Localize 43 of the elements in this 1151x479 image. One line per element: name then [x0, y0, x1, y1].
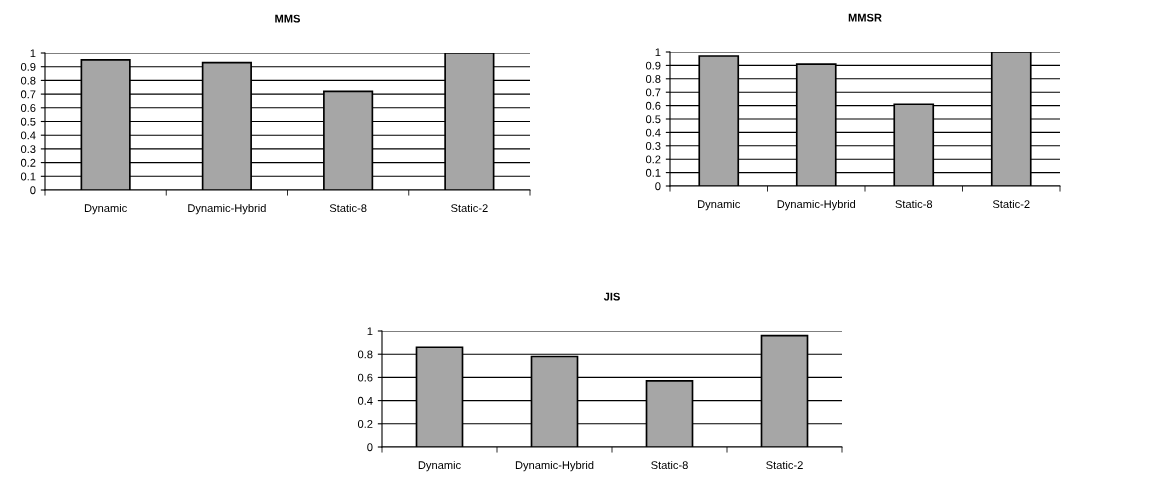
chart-title: MMS [275, 14, 301, 23]
y-tick-label: 1 [655, 48, 661, 57]
x-tick-label: Static-2 [992, 199, 1030, 209]
x-tick-label: Dynamic-Hybrid [188, 203, 266, 215]
y-tick-label: 0.8 [20, 76, 36, 85]
x-tick-label: Static-2 [451, 203, 488, 213]
y-tick-label: 0.7 [645, 88, 661, 97]
x-tick-label: Static-2 [766, 460, 803, 470]
x-tick-label: Dynamic [418, 460, 461, 472]
y-tick-label: 0.3 [645, 142, 661, 150]
y-tick-label: 0.3 [20, 145, 36, 154]
x-tick-label: Dynamic-Hybrid [515, 460, 594, 472]
y-tick-label: 0.6 [357, 373, 373, 382]
y-tick-label: 0.7 [20, 90, 36, 99]
y-tick-label: 0.2 [20, 158, 36, 167]
y-tick-label: 0.6 [20, 104, 36, 112]
y-tick-label: 0 [655, 182, 661, 191]
y-tick-label: 0 [30, 186, 36, 195]
y-tick-label: 0.4 [645, 128, 661, 137]
y-tick-label: 0.5 [645, 115, 661, 124]
chart-title: JIS [603, 292, 620, 301]
y-tick-label: 0.1 [645, 168, 661, 177]
x-tick-label: Dynamic-Hybrid [777, 199, 856, 211]
x-tick-label: Static-8 [329, 203, 367, 213]
y-tick-label: 0.4 [357, 396, 373, 405]
x-tick-label: Dynamic [84, 203, 127, 215]
x-tick-label: Static-8 [651, 460, 688, 470]
y-tick-label: 0.2 [357, 420, 373, 428]
y-tick-label: 0.9 [645, 61, 661, 70]
y-tick-label: 0.9 [20, 62, 36, 71]
y-tick-label: 0.6 [645, 101, 661, 110]
x-tick-label: Dynamic [698, 199, 741, 211]
y-tick-label: 0.8 [357, 350, 373, 359]
y-tick-label: 0.1 [20, 172, 36, 181]
chart-title: MMSR [848, 13, 882, 22]
y-tick-label: 0.4 [20, 131, 36, 140]
y-tick-label: 1 [30, 49, 36, 58]
y-tick-label: 1 [367, 327, 373, 336]
y-tick-label: 0 [367, 443, 373, 452]
y-tick-label: 0.2 [645, 155, 661, 164]
y-tick-label: 0.5 [20, 117, 36, 126]
x-tick-label: Static-8 [895, 199, 933, 209]
y-tick-label: 0.8 [645, 75, 661, 83]
